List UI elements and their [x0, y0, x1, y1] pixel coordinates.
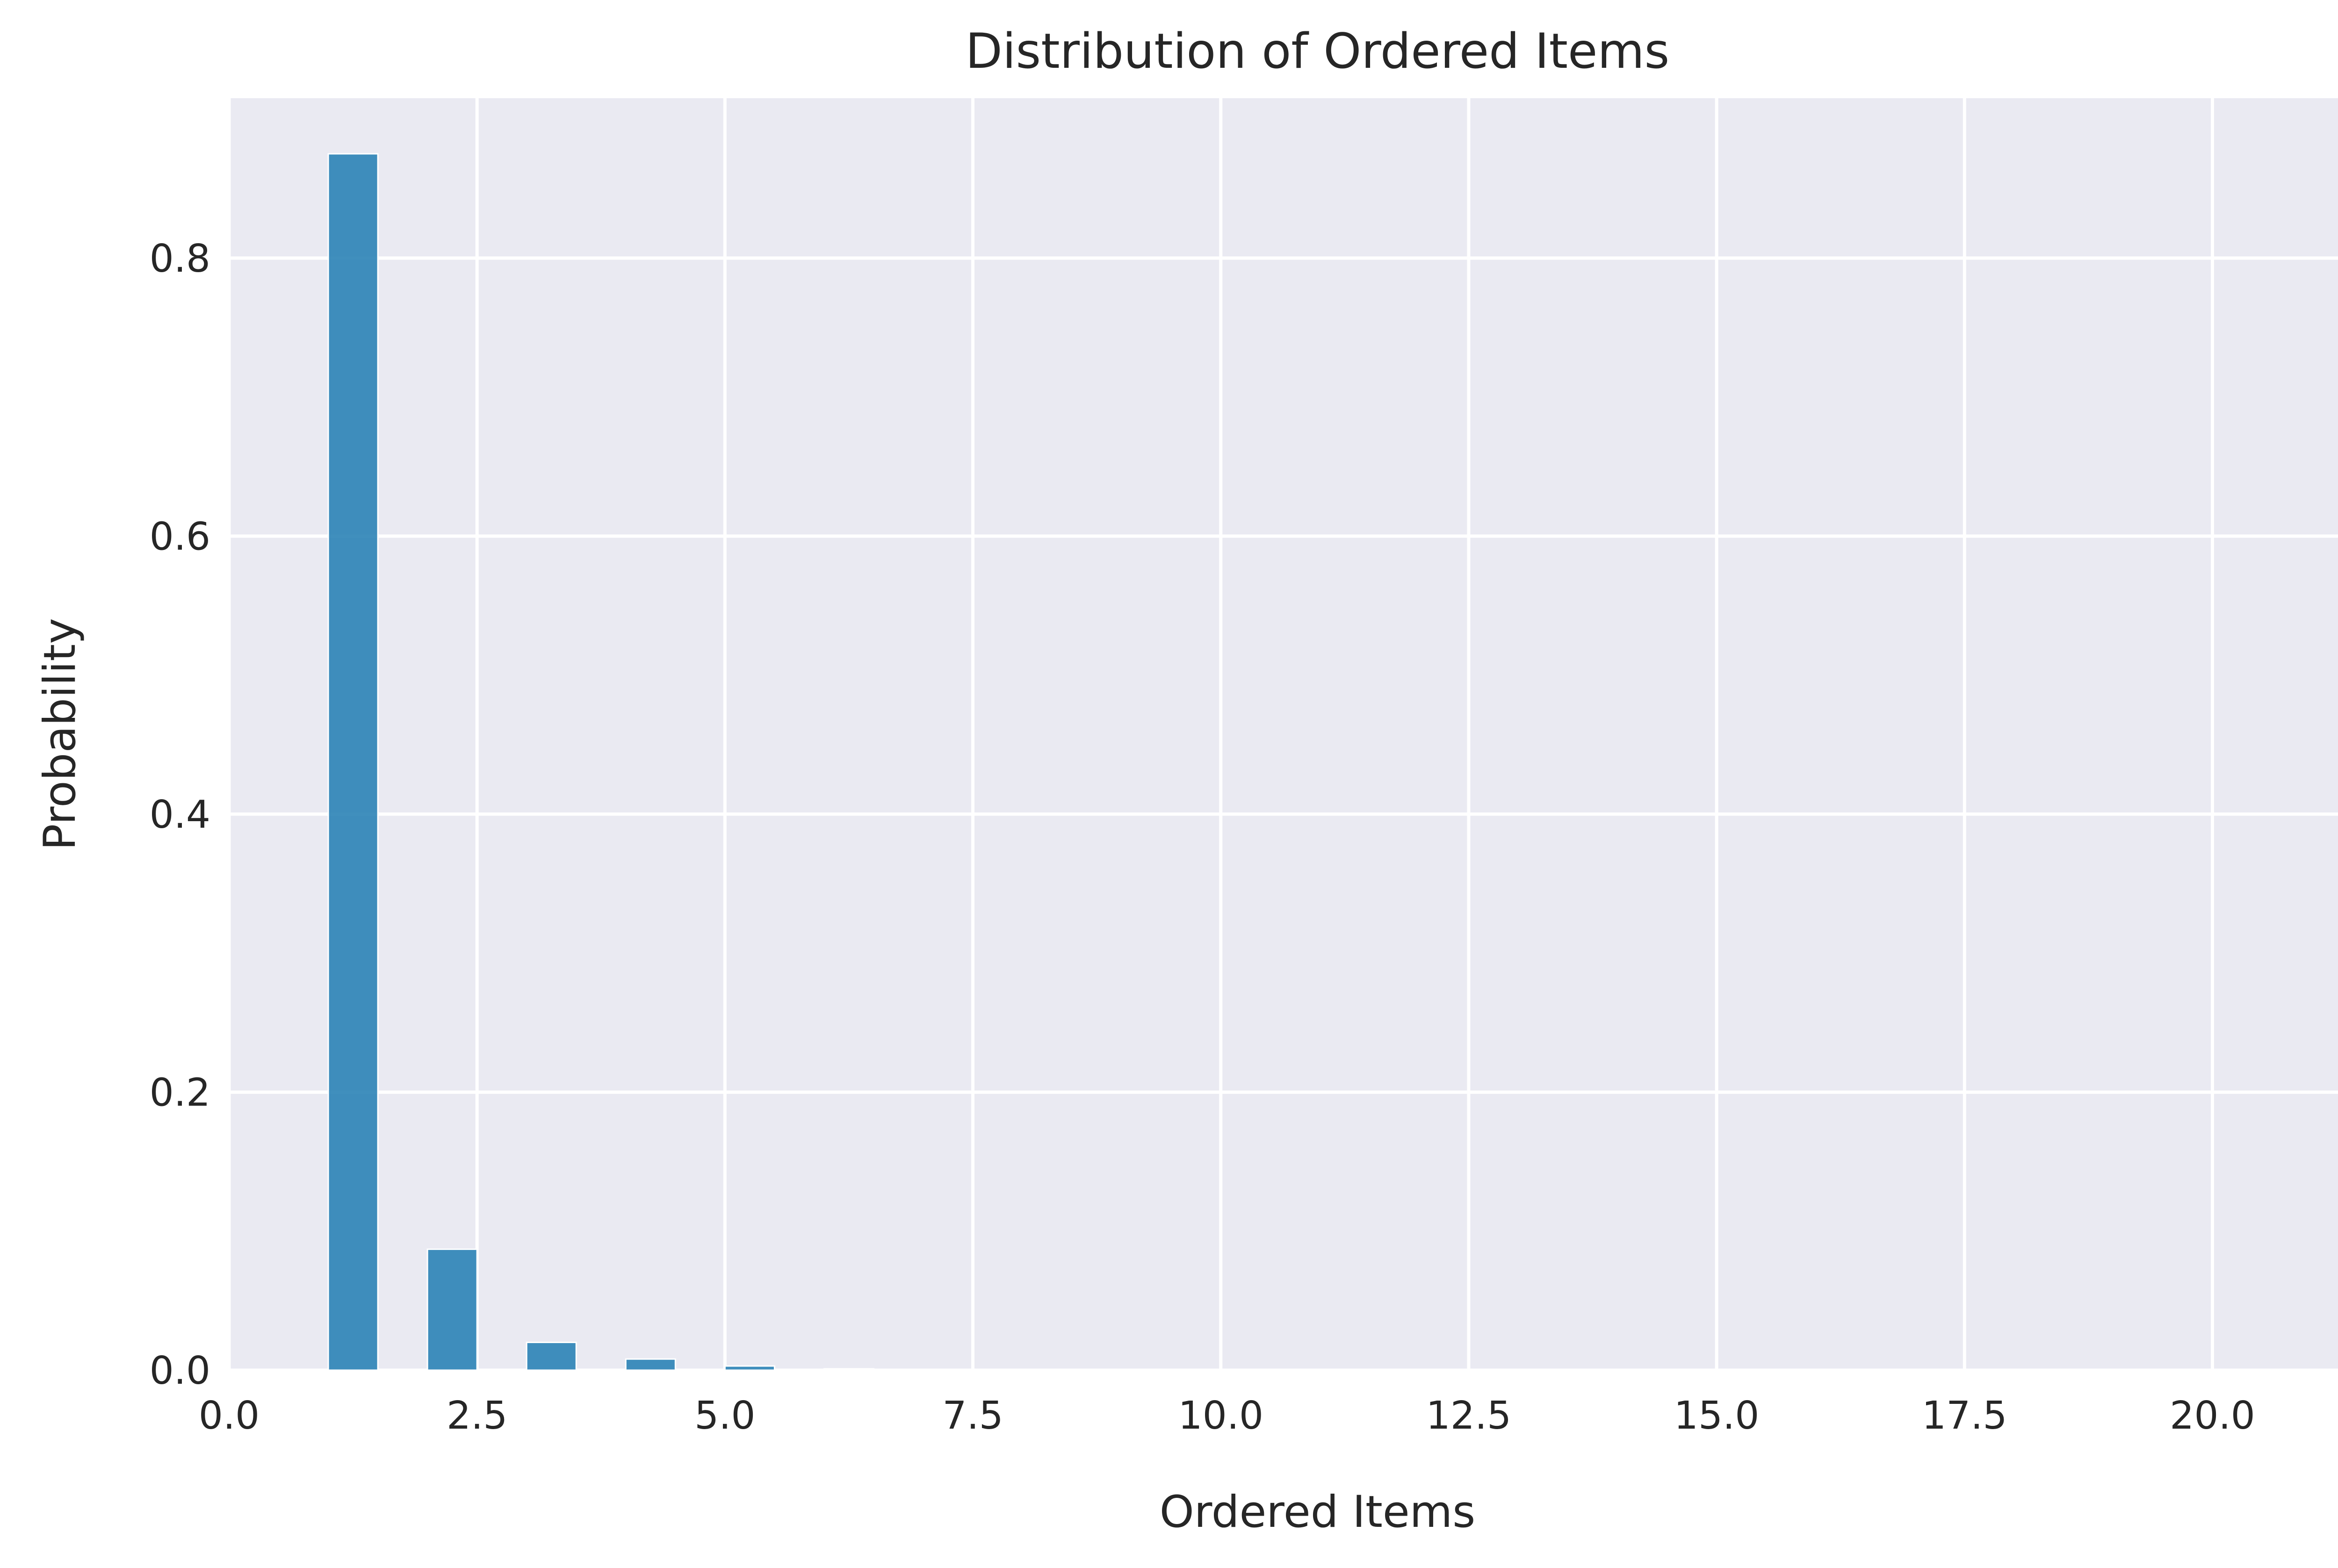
- x-tick-label: 5.0: [694, 1394, 755, 1438]
- plot-background: [229, 98, 2338, 1370]
- histogram-bar: [725, 1366, 774, 1370]
- histogram-bar: [527, 1343, 576, 1370]
- x-tick-label: 20.0: [2170, 1394, 2255, 1438]
- y-tick-label: 0.2: [150, 1070, 210, 1115]
- x-tick-labels: 0.0 2.5 5.0 7.5 10.0 12.5 15.0 17.5 20.0: [199, 1394, 2255, 1438]
- y-tick-labels: 0.0 0.2 0.4 0.6 0.8: [150, 237, 210, 1393]
- y-tick-label: 0.6: [150, 514, 210, 559]
- y-tick-label: 0.8: [150, 237, 210, 281]
- y-tick-label: 0.4: [150, 793, 210, 837]
- x-tick-label: 12.5: [1426, 1394, 1512, 1438]
- x-tick-label: 7.5: [942, 1394, 1003, 1438]
- x-axis-label: Ordered Items: [1160, 1487, 1475, 1538]
- x-tick-label: 10.0: [1178, 1394, 1263, 1438]
- x-tick-label: 0.0: [199, 1394, 260, 1438]
- x-tick-label: 2.5: [447, 1394, 507, 1438]
- histogram-bar: [328, 154, 378, 1370]
- histogram-bar: [824, 1369, 873, 1370]
- chart-title: Distribution of Ordered Items: [966, 23, 1670, 79]
- y-tick-label: 0.0: [150, 1349, 210, 1393]
- histogram-bar: [427, 1249, 477, 1370]
- x-tick-label: 15.0: [1674, 1394, 1760, 1438]
- y-axis-label: Probability: [35, 618, 86, 851]
- x-tick-label: 17.5: [1922, 1394, 2007, 1438]
- histogram-bar: [626, 1359, 675, 1370]
